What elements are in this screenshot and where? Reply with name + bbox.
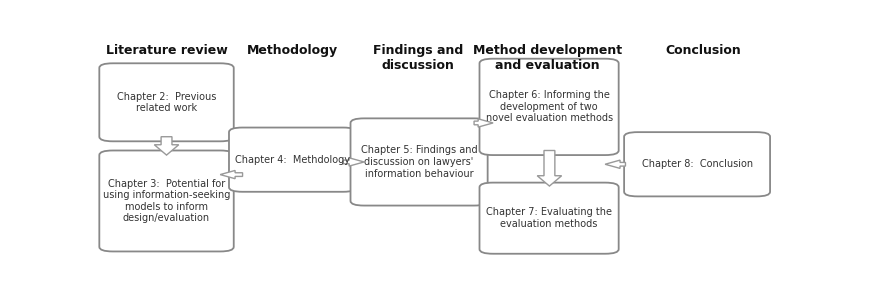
Polygon shape	[220, 170, 243, 179]
FancyBboxPatch shape	[479, 183, 618, 254]
Text: Methodology: Methodology	[247, 44, 338, 57]
Text: Findings and
discussion: Findings and discussion	[373, 44, 463, 72]
Text: Chapter 4:  Methdology: Chapter 4: Methdology	[236, 155, 350, 165]
Text: Chapter 6: Informing the
development of two
novel evaluation methods: Chapter 6: Informing the development of …	[485, 90, 612, 123]
FancyBboxPatch shape	[624, 132, 770, 196]
Polygon shape	[605, 160, 625, 168]
FancyBboxPatch shape	[350, 118, 488, 206]
Polygon shape	[343, 158, 364, 166]
Text: Conclusion: Conclusion	[666, 44, 741, 57]
Polygon shape	[474, 119, 493, 127]
Text: Method development
and evaluation: Method development and evaluation	[473, 44, 622, 72]
Polygon shape	[154, 137, 179, 155]
Text: Chapter 7: Evaluating the
evaluation methods: Chapter 7: Evaluating the evaluation met…	[486, 207, 612, 229]
FancyBboxPatch shape	[99, 63, 234, 141]
Text: Chapter 2:  Previous
related work: Chapter 2: Previous related work	[117, 91, 216, 113]
FancyBboxPatch shape	[229, 128, 357, 192]
Text: Chapter 3:  Potential for
using information-seeking
models to inform
design/eval: Chapter 3: Potential for using informati…	[102, 179, 230, 224]
FancyBboxPatch shape	[479, 59, 618, 155]
Text: Chapter 8:  Conclusion: Chapter 8: Conclusion	[641, 159, 752, 169]
Text: Literature review: Literature review	[106, 44, 228, 57]
FancyBboxPatch shape	[99, 150, 234, 252]
Text: Chapter 5: Findings and
discussion on lawyers'
information behaviour: Chapter 5: Findings and discussion on la…	[361, 145, 477, 179]
Polygon shape	[537, 150, 562, 186]
